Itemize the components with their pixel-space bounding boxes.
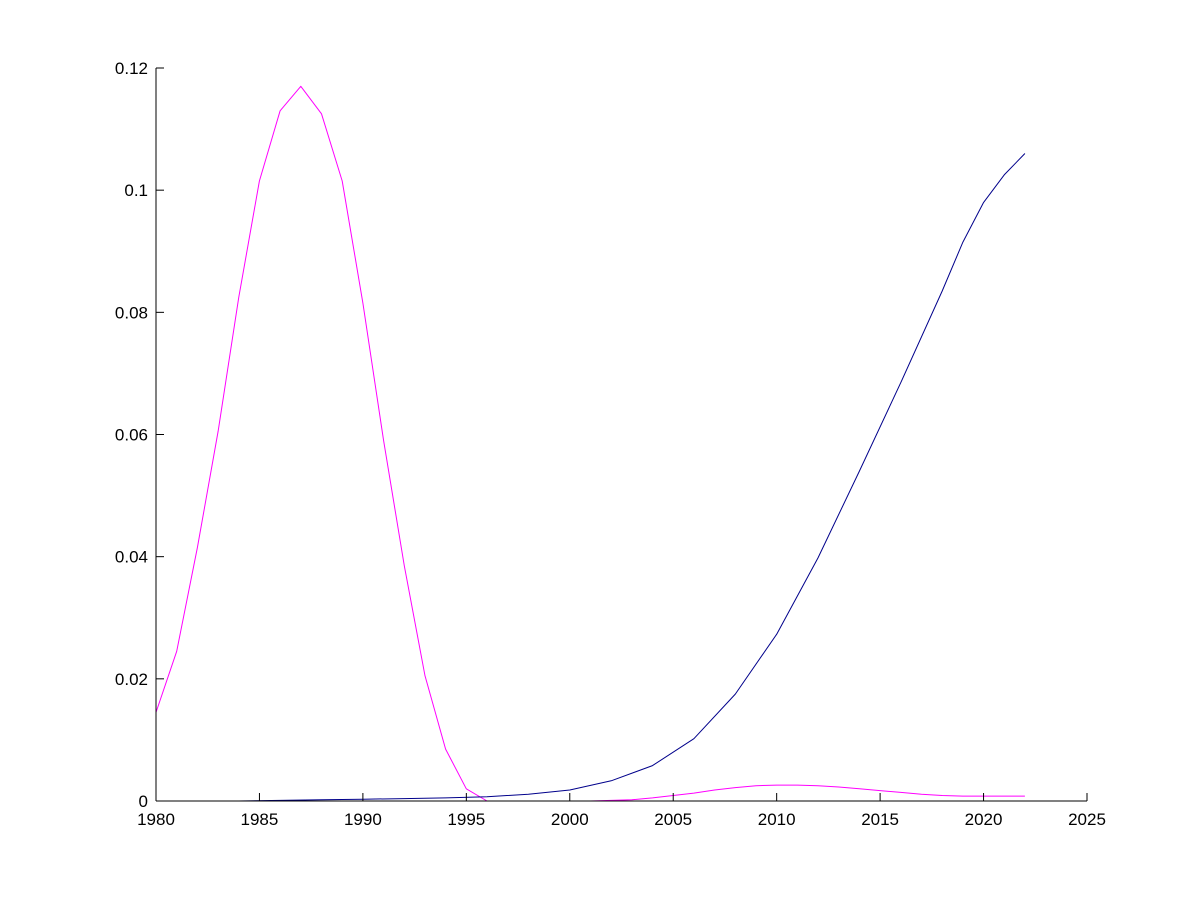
series-line-1 xyxy=(155,85,1025,802)
y-tick-label: 0 xyxy=(139,792,148,811)
y-axis-ticks: 0 0.02 0.04 0.06 0.08 0.1 0.12 xyxy=(115,59,164,811)
x-tick-label: 1995 xyxy=(447,810,485,829)
x-tick-label: 2020 xyxy=(965,810,1003,829)
x-tick-label: 2025 xyxy=(1068,810,1106,829)
x-tick-label: 1990 xyxy=(344,810,382,829)
x-tick-label: 2005 xyxy=(654,810,692,829)
x-tick-label: 1980 xyxy=(137,810,175,829)
y-tick-label: 0.1 xyxy=(124,181,148,200)
axes xyxy=(155,68,1087,802)
series-line-2 xyxy=(156,153,1026,802)
x-tick-label: 2010 xyxy=(758,810,796,829)
x-tick-label: 2015 xyxy=(861,810,899,829)
y-tick-label: 0.08 xyxy=(115,303,148,322)
y-tick-label: 0.06 xyxy=(115,426,148,445)
x-tick-label: 1985 xyxy=(241,810,279,829)
series-layer xyxy=(155,85,1026,802)
x-tick-label: 2000 xyxy=(551,810,589,829)
x-axis-ticks: 1980 1985 1990 1995 2000 2005 2010 2015 2020 2025 xyxy=(137,793,1106,829)
y-tick-label: 0.02 xyxy=(115,670,148,689)
y-tick-label: 0.12 xyxy=(115,59,148,78)
y-tick-label: 0.04 xyxy=(115,548,148,567)
